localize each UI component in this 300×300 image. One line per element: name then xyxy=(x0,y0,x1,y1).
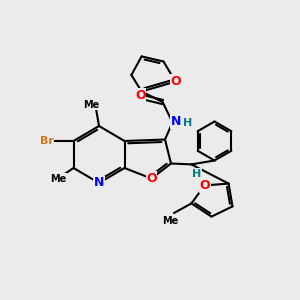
Text: O: O xyxy=(146,172,157,185)
Text: H: H xyxy=(183,118,192,128)
Text: Br: Br xyxy=(40,136,53,146)
Text: N: N xyxy=(94,176,104,190)
Text: O: O xyxy=(135,88,146,102)
Text: O: O xyxy=(170,75,181,88)
Text: Me: Me xyxy=(50,173,67,184)
Text: Me: Me xyxy=(162,216,178,226)
Text: N: N xyxy=(171,115,181,128)
Text: O: O xyxy=(199,179,210,192)
Text: H: H xyxy=(192,169,201,179)
Text: Me: Me xyxy=(83,100,100,110)
